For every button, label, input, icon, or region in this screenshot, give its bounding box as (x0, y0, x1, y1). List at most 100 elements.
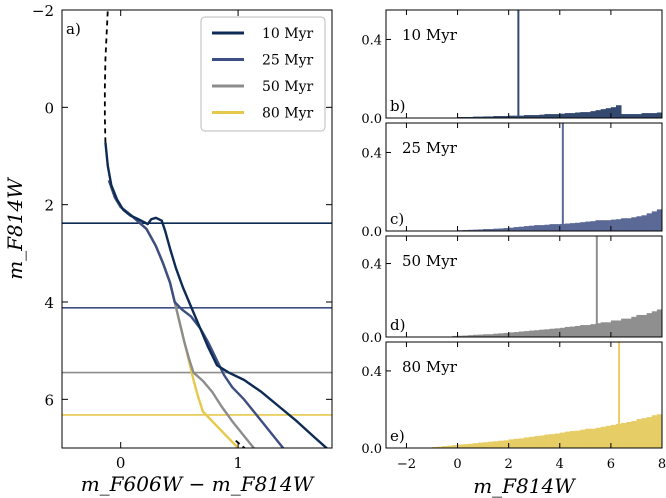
hist-bar (503, 116, 510, 118)
hist-panel-c: 0.0 0.4 25 Myr c) (361, 122, 663, 240)
hist-bar (575, 325, 581, 337)
cmd-plot-area (62, 10, 332, 448)
hist-bar (508, 227, 515, 231)
hist-bar (518, 438, 525, 448)
hist-bar (595, 220, 602, 231)
hist-bar (631, 316, 637, 337)
hist-bar (503, 228, 510, 231)
hist-bar (524, 331, 530, 337)
hist-bar (610, 320, 617, 337)
hist-ytick-label: 0.0 (361, 331, 382, 346)
hist-bar (467, 443, 474, 448)
hist-bar (616, 219, 622, 231)
dashed-extension-upper (103, 10, 109, 143)
hist-bar (651, 311, 658, 337)
hist-bar (534, 436, 540, 448)
hist-bar (478, 116, 484, 118)
hist-bar (662, 308, 666, 337)
hist-age-label: 80 Myr (402, 358, 458, 376)
hist-bar (559, 113, 566, 118)
cmd-ytick-label-1: 0 (44, 99, 54, 117)
hist-bar (539, 114, 545, 118)
hist-bar (570, 223, 576, 231)
panel-label-e: e) (390, 427, 405, 445)
hist-bar (478, 442, 484, 448)
hist-bar (564, 431, 571, 448)
hist-bar (626, 421, 632, 448)
hist-bar (564, 113, 571, 118)
hist-bar (605, 322, 612, 337)
hist-bar (570, 431, 576, 448)
hist-frame (385, 235, 663, 338)
hist-bar (508, 115, 515, 118)
hist-bars (432, 342, 666, 448)
hist-bar (447, 445, 453, 448)
hist-bar (656, 112, 662, 118)
cmd-frame (61, 9, 333, 449)
hist-bar (544, 224, 550, 231)
hist-bar (544, 434, 550, 448)
hist-age-label: 25 Myr (402, 139, 458, 157)
hist-panel-b: 0.0 0.4 10 Myr b) (361, 9, 666, 127)
cmd-ytick-label-4: 6 (44, 391, 54, 409)
legend-label-3: 80 Myr (262, 106, 314, 122)
hist-bar (524, 437, 530, 448)
hist-xtick-label-0: −2 (397, 457, 416, 472)
hist-bar (575, 112, 581, 118)
hist-bar (513, 438, 520, 448)
hist-bar (600, 109, 607, 118)
hist-bar (570, 113, 576, 118)
hist-bar (662, 413, 666, 448)
hist-bar (600, 220, 607, 231)
hist-bar (488, 334, 494, 337)
hist-bar (616, 105, 622, 118)
hist-bar (631, 217, 637, 231)
hist-panel-d: 0.0 0.4 50 Myr d) (361, 235, 666, 346)
cmd-panel: 0 1 −2 0 2 4 6 a) 10 Myr 25 Myr 50 Myr 80 Myr m_F606… (3, 2, 333, 496)
hist-bar (616, 320, 622, 337)
hist-bar (467, 335, 474, 337)
hist-bar (503, 440, 510, 448)
hist-frame (385, 122, 663, 232)
hist-bar (518, 115, 525, 118)
hist-bar (646, 313, 653, 337)
hist-bar (621, 318, 627, 337)
hist-bar (554, 328, 561, 337)
hist-bar (646, 213, 653, 231)
panel-label-d: d) (390, 316, 405, 334)
hist-bar (621, 114, 627, 118)
hist-bar (544, 329, 550, 337)
hist-bar (646, 113, 653, 118)
hist-bar (493, 228, 499, 231)
hist-bar (590, 111, 596, 118)
hist-xtick-label-2: 2 (505, 457, 513, 472)
hist-bar (595, 323, 602, 337)
hist-bar (656, 414, 662, 448)
hist-bar (472, 116, 479, 118)
hist-xtick-label-3: 4 (556, 457, 564, 472)
hist-bar (626, 218, 632, 231)
hist-bar (452, 335, 458, 337)
hist-bar (662, 112, 666, 118)
hist-bar (554, 114, 561, 118)
hist-bar (564, 223, 571, 231)
hist-ytick-label: 0.0 (361, 442, 382, 457)
hist-bar (529, 115, 535, 118)
hist-bar (590, 221, 596, 231)
cmd-ytick-label-2: 2 (44, 197, 54, 215)
hist-ytick-label: 0.0 (361, 225, 382, 240)
hist-xtick-label-1: 0 (453, 457, 461, 472)
hist-bar (585, 325, 591, 337)
hist-bar (610, 424, 617, 448)
isochrone-0 (104, 142, 329, 448)
cmd-ylabel: m_F814W (3, 177, 27, 280)
hist-bar (651, 415, 658, 448)
hist-bar (529, 436, 535, 448)
cmd-ytick-label-3: 4 (44, 294, 54, 312)
hist-bar (621, 422, 627, 448)
hist-bar (462, 335, 469, 337)
hist-bar (641, 418, 648, 448)
hist-bar (488, 441, 494, 448)
hist-ytick-label: 0.4 (361, 365, 382, 380)
